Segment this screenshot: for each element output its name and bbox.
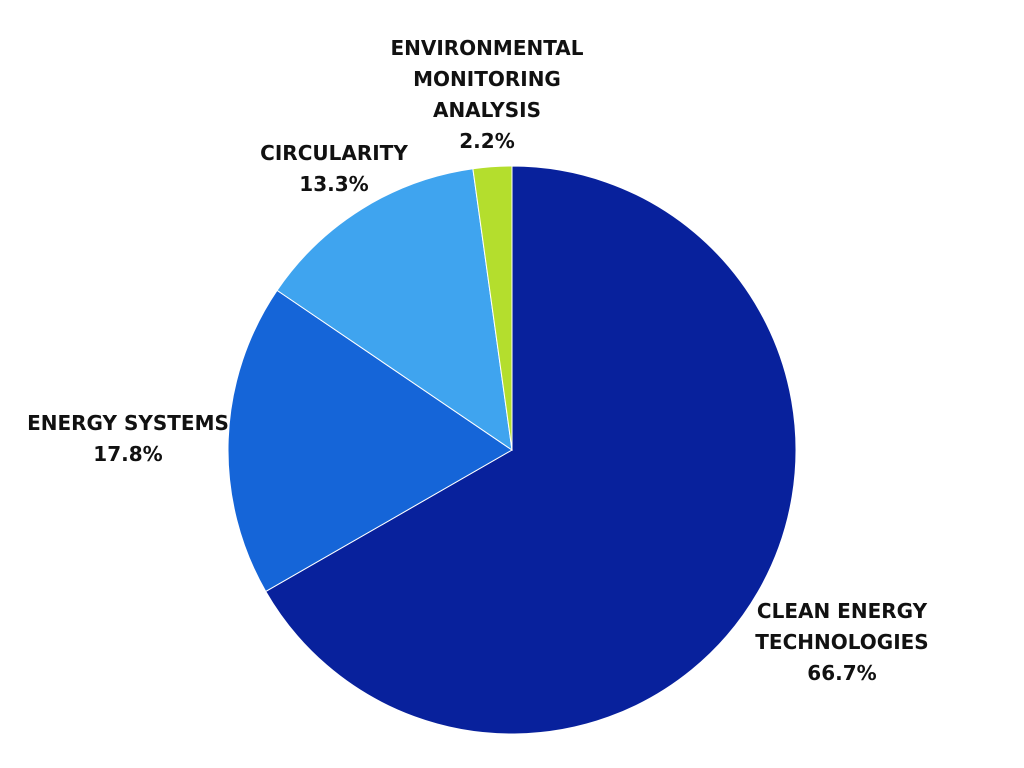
slice-name-line: CIRCULARITY [260,141,408,165]
slice-value-label: 66.7% [807,661,876,685]
slice-label-environmental-monitoring-analysis: ENVIRONMENTAL MONITORING ANALYSIS 2.2% [390,36,583,153]
slice-labels: CLEAN ENERGY TECHNOLOGIES 66.7% ENERGY SYST… [27,36,929,685]
pie-slice-environmental-monitoring-analysis [472,165,513,451]
pie-slices [227,165,797,735]
pie-slice-clean-energy-technologies [265,165,797,735]
slice-name-line: TECHNOLOGIES [755,630,928,654]
slice-label-energy-systems: ENERGY SYSTEMS 17.8% [27,411,229,466]
slice-name-line: MONITORING [413,67,561,91]
slice-name-line: CLEAN ENERGY [757,599,928,623]
pie-slice-energy-systems [227,289,513,593]
slice-name-line: ANALYSIS [433,98,541,122]
slice-name-line: ENERGY SYSTEMS [27,411,229,435]
slice-label-circularity: CIRCULARITY 13.3% [260,141,408,196]
slice-value-label: 13.3% [299,172,368,196]
slice-value-label: 2.2% [459,129,514,153]
slice-label-clean-energy-technologies: CLEAN ENERGY TECHNOLOGIES 66.7% [755,599,928,685]
slice-value-label: 17.8% [93,442,162,466]
slice-name-line: ENVIRONMENTAL [390,36,583,60]
pie-slice-circularity [276,168,513,452]
